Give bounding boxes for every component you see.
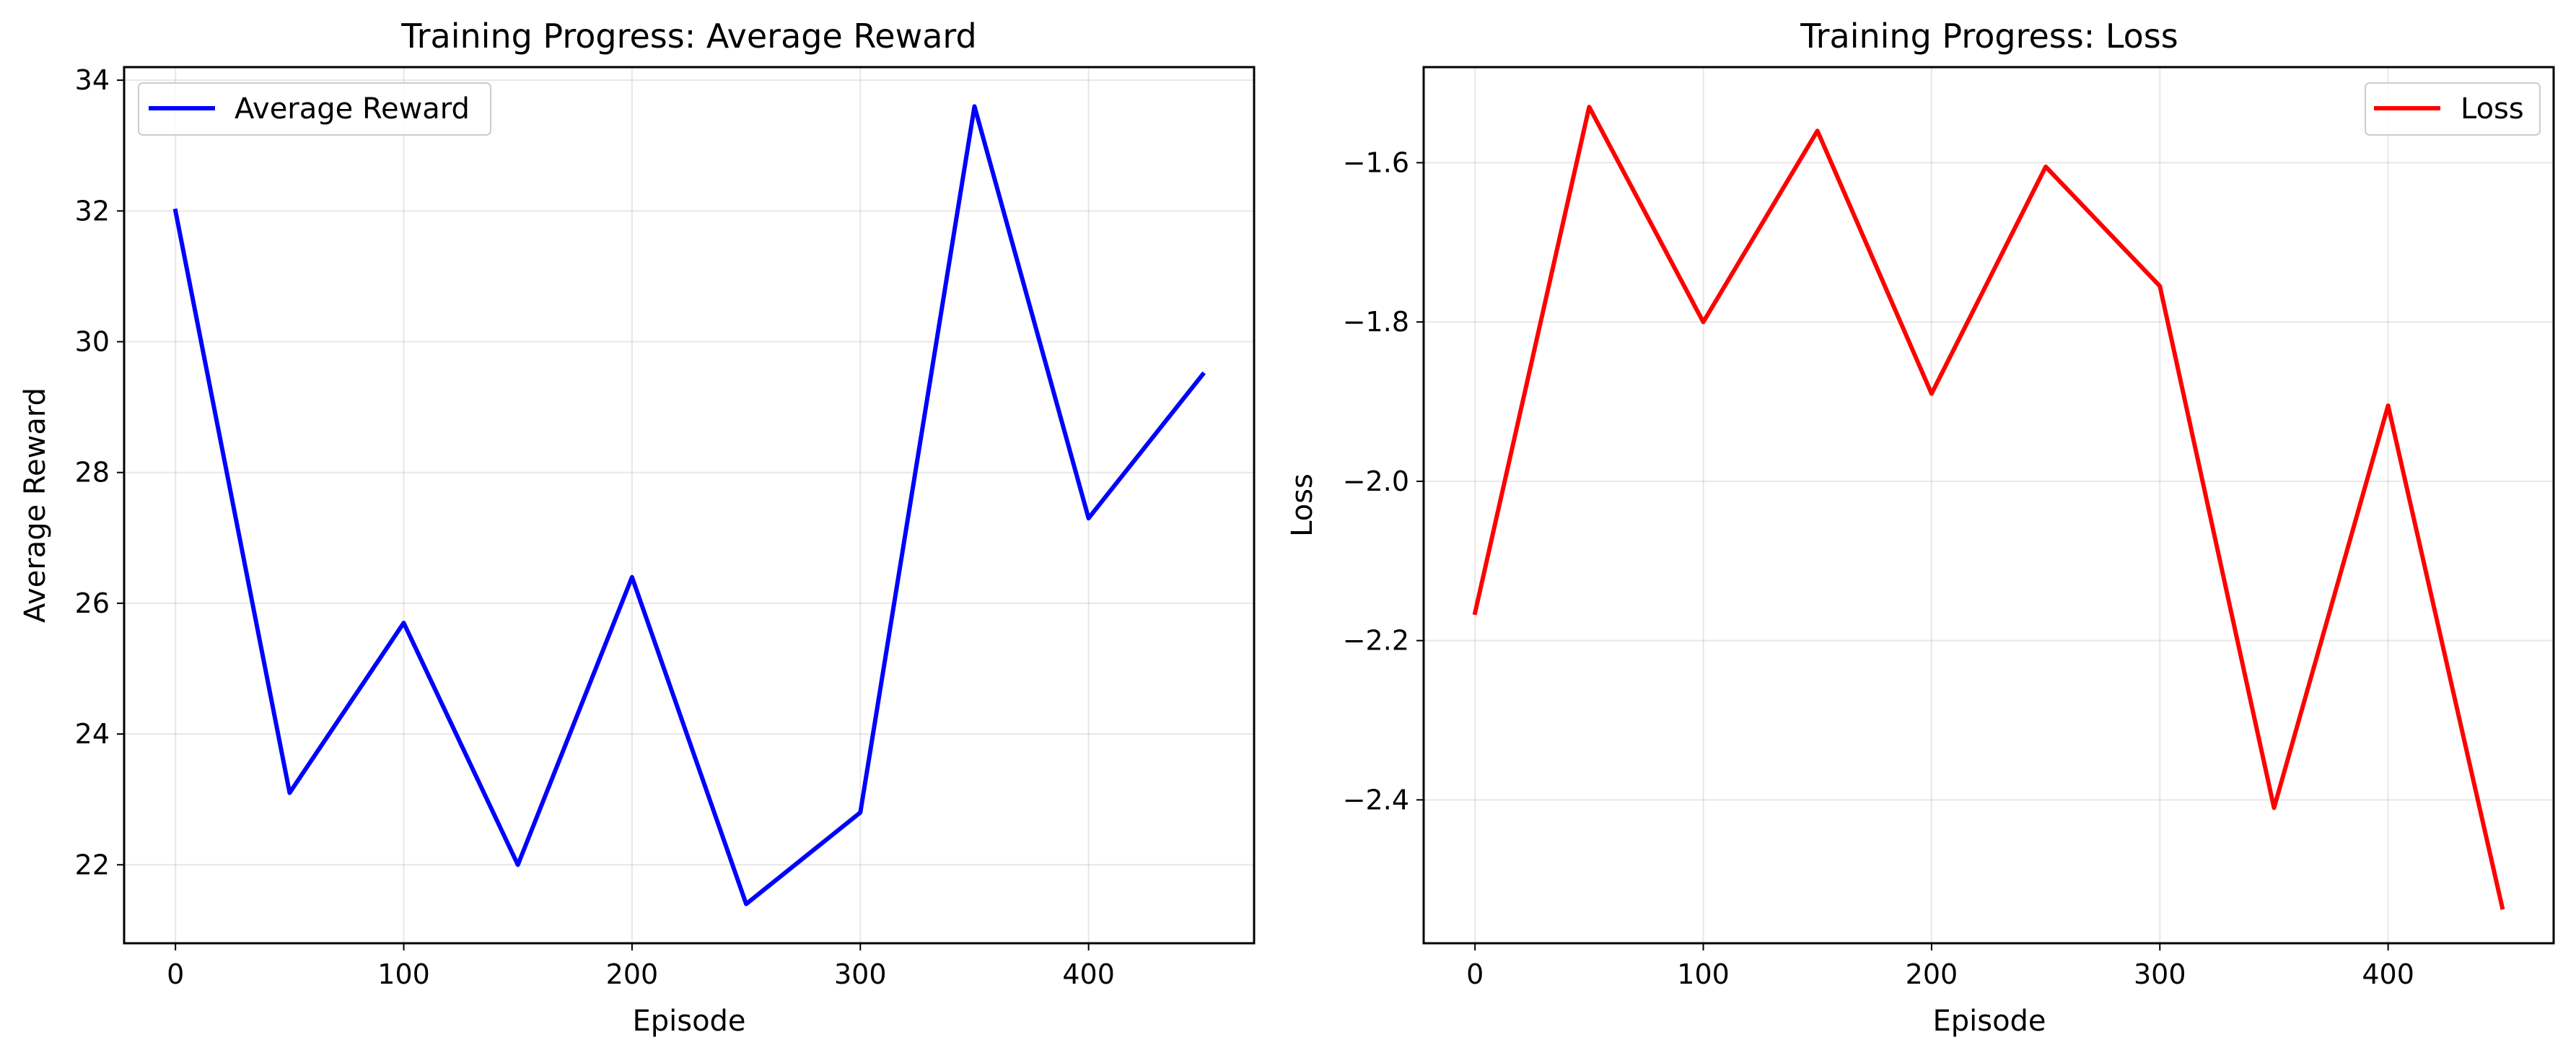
series-layer (1472, 105, 2505, 910)
y-tick-label: −2.0 (1343, 465, 1409, 497)
x-tick-label: 200 (606, 958, 659, 990)
series-line-average-reward (172, 104, 1206, 906)
plot-frame (1422, 66, 2555, 945)
x-tick-label: 0 (167, 958, 184, 990)
x-axis-label: Episode (632, 1005, 745, 1038)
reward-chart: Training Progress: Average Reward 0 100 20… (19, 17, 1256, 1038)
y-tick-label: 24 (75, 718, 110, 750)
x-tick-label: 200 (1906, 958, 1958, 990)
x-axis-ticks: 0 100 200 300 400 (167, 943, 1115, 990)
legend-label-average-reward: Average Reward (235, 92, 470, 126)
legend-box (2365, 82, 2541, 136)
x-tick-label: 0 (1466, 958, 1484, 990)
y-axis-ticks: 22 24 26 28 30 32 34 (75, 64, 124, 880)
y-tick-label: −2.4 (1343, 784, 1409, 816)
y-tick-label: 34 (75, 64, 110, 96)
legend: Loss (2365, 82, 2541, 136)
y-tick-label: −2.2 (1343, 625, 1409, 657)
x-tick-label: 400 (2362, 958, 2414, 990)
plot-frame (123, 66, 1256, 945)
legend-label-loss: Loss (2461, 92, 2524, 126)
x-tick-label: 300 (2134, 958, 2186, 990)
y-tick-label: 26 (75, 587, 110, 619)
x-axis-label: Episode (1932, 1005, 2046, 1038)
loss-chart: Training Progress: Loss 0 100 200 300 400 −1… (1286, 17, 2555, 1038)
x-tick-label: 400 (1062, 958, 1115, 990)
y-tick-label: 32 (75, 195, 110, 227)
y-tick-label: 30 (75, 326, 110, 358)
y-tick-label: −1.8 (1343, 306, 1409, 338)
y-tick-label: 28 (75, 457, 110, 489)
legend: Average Reward (138, 82, 491, 136)
x-tick-label: 300 (834, 958, 887, 990)
x-axis-ticks: 0 100 200 300 400 (1466, 943, 2414, 990)
y-axis-label: Loss (1286, 473, 1319, 537)
x-tick-label: 100 (377, 958, 430, 990)
legend-box (138, 82, 491, 136)
chart-title: Training Progress: Average Reward (400, 17, 976, 56)
y-tick-label: 22 (75, 849, 110, 880)
chart-title: Training Progress: Loss (1800, 17, 2178, 56)
series-layer (172, 104, 1206, 906)
y-axis-label: Average Reward (19, 388, 52, 623)
y-tick-label: −1.6 (1343, 147, 1409, 178)
series-line-loss (1472, 105, 2505, 910)
y-axis-ticks: −1.6 −1.8 −2.0 −2.2 −2.4 (1343, 147, 1424, 816)
x-tick-label: 100 (1677, 958, 1730, 990)
